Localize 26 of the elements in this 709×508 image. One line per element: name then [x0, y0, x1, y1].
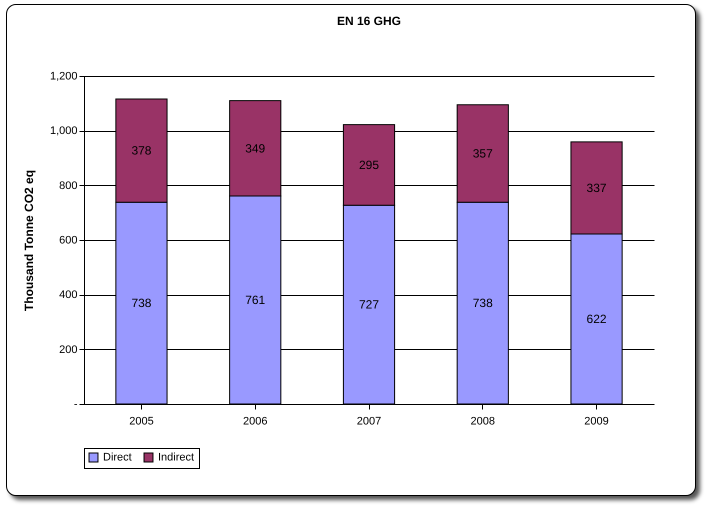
data-label: 295	[358, 158, 380, 172]
data-label: 357	[472, 146, 494, 160]
y-tick-label: -	[74, 398, 78, 410]
y-tick-label: 200	[59, 344, 78, 356]
y-tick-label: 1,000	[50, 125, 78, 138]
x-tick-label: 2007	[356, 416, 382, 428]
x-tick-label: 2006	[242, 416, 268, 428]
y-tick-label: 800	[59, 180, 78, 192]
chart-title: EN 16 GHG	[336, 14, 402, 28]
data-label: 622	[586, 312, 607, 326]
data-label: 738	[472, 296, 494, 310]
data-label: 727	[358, 298, 380, 312]
data-label: 378	[131, 144, 152, 158]
x-tick-label: 2009	[584, 416, 609, 428]
y-tick-label: 600	[59, 234, 78, 246]
x-tick-label: 2008	[470, 416, 496, 428]
legend-label: Indirect	[158, 452, 194, 464]
x-tick-label: 2005	[129, 416, 154, 428]
data-label: 761	[245, 292, 266, 307]
data-label: 349	[245, 141, 266, 156]
data-label: 738	[131, 296, 152, 310]
y-tick-label: 1,200	[50, 70, 78, 82]
y-tick-label: 400	[59, 289, 78, 302]
legend-label: Direct	[103, 452, 132, 464]
y-axis-title: Thousand Tonne CO2 eq	[22, 170, 36, 312]
data-label: 337	[586, 180, 607, 195]
